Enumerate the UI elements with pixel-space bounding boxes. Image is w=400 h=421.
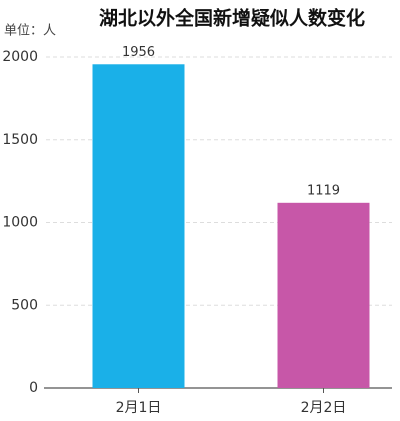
x-tick-label: 2月2日 [301,400,347,416]
y-tick-label: 0 [29,380,38,396]
y-tick-label: 1000 [2,215,38,231]
x-tick-label: 2月1日 [116,400,162,416]
y-tick-label: 2000 [2,49,38,65]
chart-title: 湖北以外全国新增疑似人数变化 [99,7,365,30]
bar [92,64,185,389]
value-label: 1119 [307,183,340,198]
y-tick-label: 500 [11,297,38,313]
y-tick-label: 1500 [2,132,38,148]
value-label: 1956 [122,45,155,60]
unit-label: 单位：人 [4,24,56,39]
bar [277,202,370,388]
